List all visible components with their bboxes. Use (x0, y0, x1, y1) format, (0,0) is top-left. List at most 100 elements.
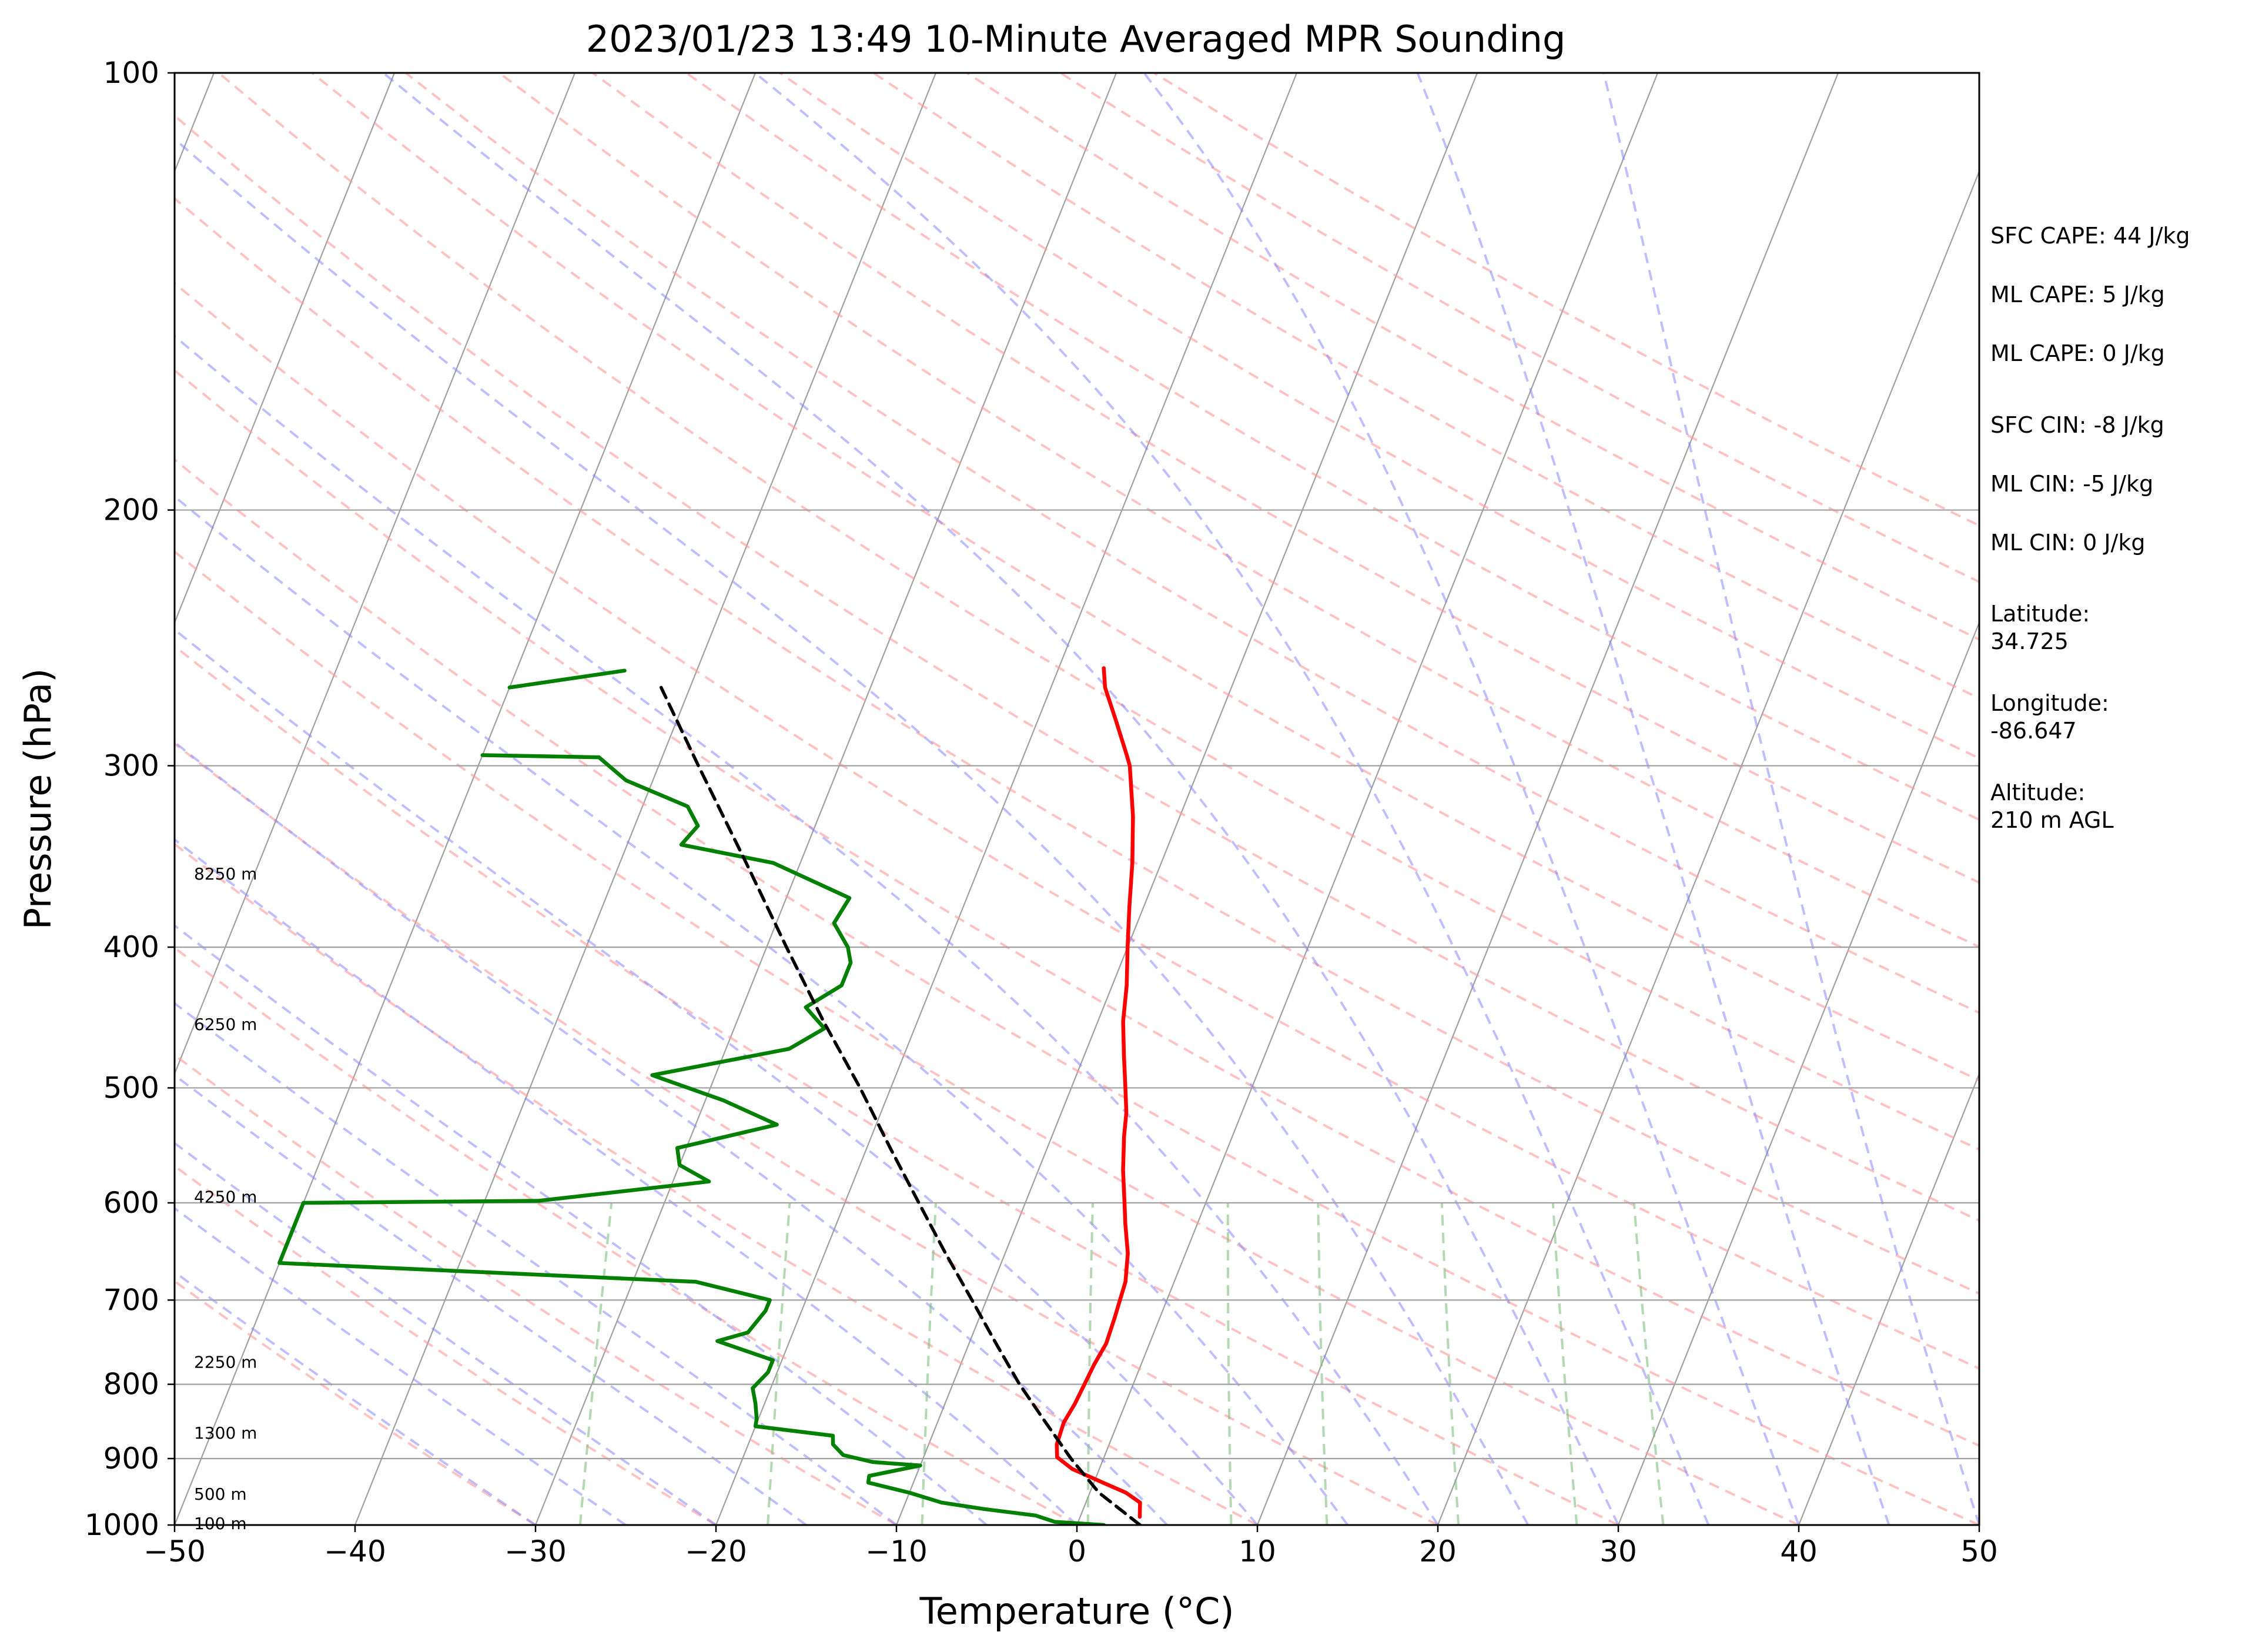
mixing-ratio-line (1226, 1203, 1233, 1525)
ml-cape-text: ML CAPE: 5 J/kg (1990, 282, 2165, 307)
isotherm-line (534, 73, 1117, 1525)
y-tick-label: 600 (103, 1186, 159, 1220)
moist-adiabat-line (754, 73, 1710, 1525)
dry-adiabat-line (175, 946, 1078, 1525)
isotherm-line (895, 73, 1478, 1525)
dry-adiabat-line (498, 73, 1979, 948)
dry-adiabat-line (175, 196, 1979, 1295)
x-axis-label: Temperature (°C) (919, 1590, 1234, 1633)
y-tick-label: 500 (103, 1071, 159, 1105)
isotherm-line (1617, 621, 1979, 1525)
mixing-ratio-line (921, 1202, 937, 1525)
isotherm-line (175, 73, 396, 624)
dry-adiabat-line (175, 550, 1799, 1525)
dry-adiabat-line (175, 458, 1979, 1525)
dry-adiabat-line (175, 282, 1979, 1370)
mixing-ratio-line (767, 1202, 791, 1525)
chart-title: 2023/01/23 13:49 10-Minute Averaged MPR … (586, 18, 1566, 61)
dry-adiabat-line (175, 742, 1438, 1525)
moist-adiabat-line (1602, 73, 1979, 1525)
dry-adiabat-line (217, 73, 1979, 1151)
ml-cin-text-2: ML CIN: 0 J/kg (1990, 530, 2145, 556)
y-tick-label: 800 (103, 1367, 159, 1402)
x-tick-label: −30 (504, 1534, 567, 1569)
y-tick-label: 900 (103, 1442, 159, 1476)
x-tick-label: 10 (1239, 1534, 1276, 1569)
x-tick-label: 0 (1068, 1534, 1086, 1569)
height-label: 500 m (194, 1484, 247, 1504)
dewpoint-profile-line (277, 753, 1106, 1525)
isotherm-line (715, 73, 1298, 1525)
y-tick-label: 100 (103, 56, 159, 90)
mixing-ratio-line (1440, 1202, 1460, 1525)
x-tick-label: −40 (324, 1534, 386, 1569)
isotherm-line (1256, 73, 1839, 1525)
y-axis-ticks: 100 200 300 400 500 600 700 800 900 1000 (85, 56, 175, 1542)
y-tick-label: 400 (103, 930, 159, 964)
dry-adiabat-line (175, 369, 1979, 1447)
parcel-path-line (659, 685, 1142, 1525)
dry-adiabat-line (311, 73, 1979, 1082)
y-tick-label: 700 (103, 1283, 159, 1317)
height-label: 1300 m (194, 1423, 257, 1443)
isotherm-line (1798, 1072, 1979, 1525)
y-tick-label: 1000 (85, 1508, 159, 1542)
latitude-label: Latitude: (1990, 601, 2090, 627)
moist-adiabat-line (175, 1141, 717, 1525)
moist-adiabat-line (175, 1074, 807, 1525)
longitude-value: -86.647 (1990, 718, 2077, 744)
dry-adiabat-line (592, 73, 1979, 884)
dry-adiabat-line (175, 842, 1258, 1525)
dry-adiabat-line (175, 644, 1619, 1525)
height-label: 100 m (194, 1514, 247, 1533)
dewpoint-upper-segment-line (507, 668, 627, 690)
x-axis-ticks: −50 −40 −30 −20 −10 0 10 20 30 40 50 (143, 1525, 1998, 1569)
height-label: 8250 m (194, 864, 257, 884)
x-tick-label: 40 (1780, 1534, 1818, 1569)
sfc-cape-text: SFC CAPE: 44 J/kg (1990, 223, 2190, 249)
moist-adiabat-line (175, 1206, 627, 1525)
dry-adiabat-line (175, 114, 1979, 1222)
moist-adiabat-line (175, 924, 988, 1525)
sounding-profiles (277, 666, 1142, 1525)
latitude-value: 34.725 (1990, 628, 2069, 654)
y-tick-label: 300 (103, 748, 159, 782)
dry-adiabat-line (175, 1054, 897, 1525)
height-label: 4250 m (194, 1187, 257, 1206)
x-tick-label: −50 (143, 1534, 206, 1569)
altitude-label: Altitude: (1990, 780, 2085, 805)
ml-cape-text-2: ML CAPE: 0 J/kg (1990, 340, 2165, 366)
sfc-cin-text: SFC CIN: -8 J/kg (1990, 412, 2164, 438)
x-tick-label: 50 (1960, 1534, 1998, 1569)
moist-adiabat-line (175, 495, 1349, 1525)
longitude-label: Longitude: (1990, 690, 2109, 716)
x-tick-label: 30 (1599, 1534, 1637, 1569)
isotherm-line (175, 73, 576, 1076)
moist-adiabat-line (1143, 73, 1800, 1525)
moist-adiabat-line (175, 1270, 537, 1525)
height-label: 2250 m (194, 1352, 257, 1372)
dry-adiabat-line (175, 1164, 717, 1525)
height-labels: 8250 m 6250 m 4250 m 2250 m 1300 m 500 m 100 m (194, 864, 257, 1533)
mixing-ratio-line (1317, 1202, 1329, 1525)
moist-adiabat-line (175, 335, 1439, 1525)
location-panel: Latitude: 34.725 Longitude: -86.647 Alti… (1990, 601, 2114, 833)
dry-adiabat-line (685, 73, 1979, 821)
isotherm-line (1437, 169, 1979, 1525)
background-lines (175, 73, 1979, 1525)
x-tick-label: 20 (1419, 1534, 1457, 1569)
pressure-gridlines (175, 509, 1979, 1460)
temperature-profile-line (1055, 666, 1142, 1519)
y-axis-label: Pressure (hPa) (16, 668, 59, 930)
altitude-value: 210 m AGL (1990, 807, 2114, 833)
dry-adiabat-line (404, 73, 1979, 1014)
x-tick-label: −20 (685, 1534, 747, 1569)
moist-adiabat-line (382, 73, 1619, 1525)
stats-panel: SFC CAPE: 44 J/kg ML CAPE: 5 J/kg ML CAP… (1990, 223, 2190, 556)
y-tick-label: 200 (103, 493, 159, 527)
moist-adiabat-line (1416, 73, 1890, 1525)
isotherm-line (175, 73, 757, 1525)
isotherm-line (1076, 73, 1659, 1525)
height-label: 6250 m (194, 1015, 257, 1034)
